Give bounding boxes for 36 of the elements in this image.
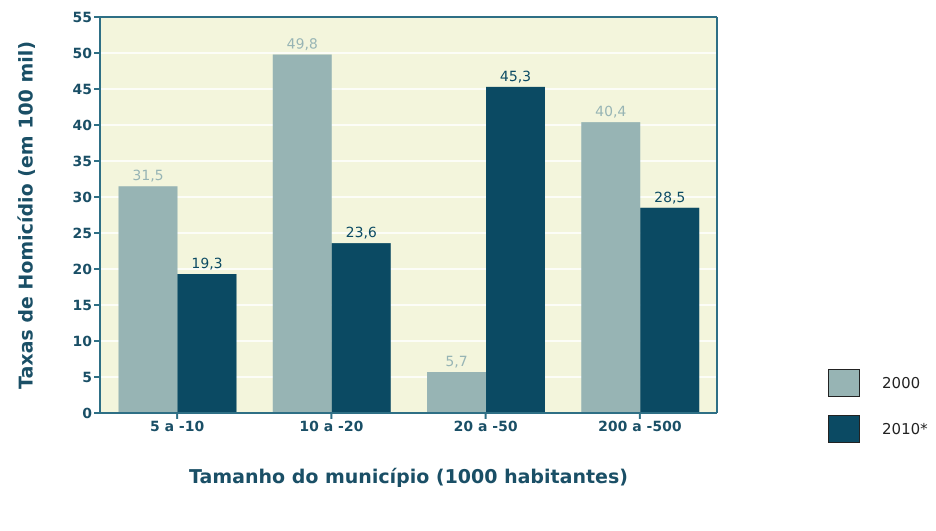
- y-tick-label: 15: [72, 298, 92, 314]
- data-label: 31,5: [132, 168, 164, 184]
- data-label: 45,3: [500, 68, 532, 85]
- y-axis-title: Taxas de Homicídio (em 100 mil): [16, 40, 38, 390]
- y-tick-label: 5: [82, 370, 92, 386]
- bar: [272, 54, 332, 413]
- x-axis-title: Tamanho do município (1000 habitantes): [189, 466, 628, 488]
- data-label: 19,3: [191, 256, 223, 272]
- data-label: 40,4: [595, 104, 626, 120]
- bar: [581, 122, 640, 413]
- y-tick-label: 40: [72, 118, 92, 134]
- y-tick-label: 30: [72, 190, 92, 206]
- data-label: 5,7: [445, 354, 468, 370]
- y-tick-label: 55: [72, 10, 92, 26]
- data-label: 23,6: [346, 225, 377, 242]
- bar: [486, 86, 546, 413]
- bar: [332, 243, 391, 413]
- y-tick-label: 25: [72, 226, 92, 242]
- data-label: 28,5: [654, 190, 686, 206]
- bar: [640, 208, 700, 413]
- bar: [427, 372, 486, 413]
- y-tick-label: 0: [82, 406, 92, 422]
- data-label: 49,8: [286, 36, 318, 52]
- y-tick-label: 10: [72, 334, 92, 350]
- x-tick-label: 10 a -20: [299, 418, 364, 435]
- y-tick-label: 45: [72, 82, 92, 98]
- legend-label: 2000: [882, 374, 920, 392]
- bar: [178, 274, 237, 413]
- bar: [118, 186, 178, 413]
- x-tick-label: 200 a -500: [598, 418, 682, 435]
- x-tick-label: 20 a -50: [454, 418, 518, 435]
- legend-label: 2010*: [882, 420, 928, 438]
- y-tick-label: 50: [72, 46, 92, 62]
- x-tick-label: 5 a -10: [150, 418, 204, 435]
- y-tick-label: 20: [72, 262, 92, 278]
- y-tick-label: 35: [72, 154, 92, 170]
